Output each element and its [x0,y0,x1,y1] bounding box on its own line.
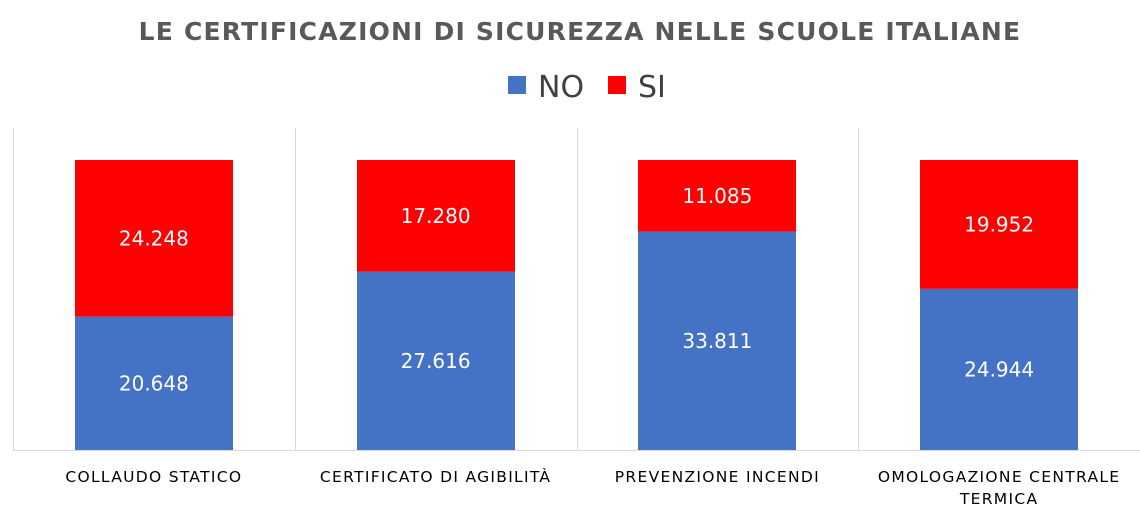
data-label-no-1: 20.648 [119,371,189,395]
bar-no-1 [75,316,233,450]
legend-label-si: SI [638,70,666,105]
category-label-3: PREVENZIONE INCENDI [615,468,820,486]
bar-no-4 [920,288,1078,450]
legend-label-no: NO [538,70,584,105]
category-label-4: OMOLOGAZIONE CENTRALE TERMICA [878,468,1121,508]
legend-swatch-si [608,76,626,94]
data-label-si-4: 19.952 [964,212,1034,236]
plot-area: 20.648 24.248 COLLAUDO STATICO 27.616 17.280… [13,128,1140,508]
data-label-si-1: 24.248 [119,226,189,250]
bar-si-3 [638,160,796,232]
data-label-si-2: 17.280 [401,204,471,228]
legend-swatch-no [508,76,526,94]
bar-si-2 [357,160,515,272]
bar-no-3 [638,231,796,450]
data-label-no-2: 27.616 [401,349,471,373]
bar-si-1 [75,160,233,317]
bar-no-2 [357,271,515,450]
category-label-2: CERTIFICATO DI AGIBILITÀ [320,467,551,486]
data-label-no-3: 33.811 [682,329,752,353]
bar-si-4 [920,160,1078,289]
category-label-1: COLLAUDO STATICO [65,468,242,486]
chart-title: LE CERTIFICAZIONI DI SICUREZZA NELLE SCU… [139,17,1022,46]
legend: NO SI [508,70,666,105]
data-label-no-4: 24.944 [964,357,1034,381]
data-label-si-3: 11.085 [682,184,752,208]
